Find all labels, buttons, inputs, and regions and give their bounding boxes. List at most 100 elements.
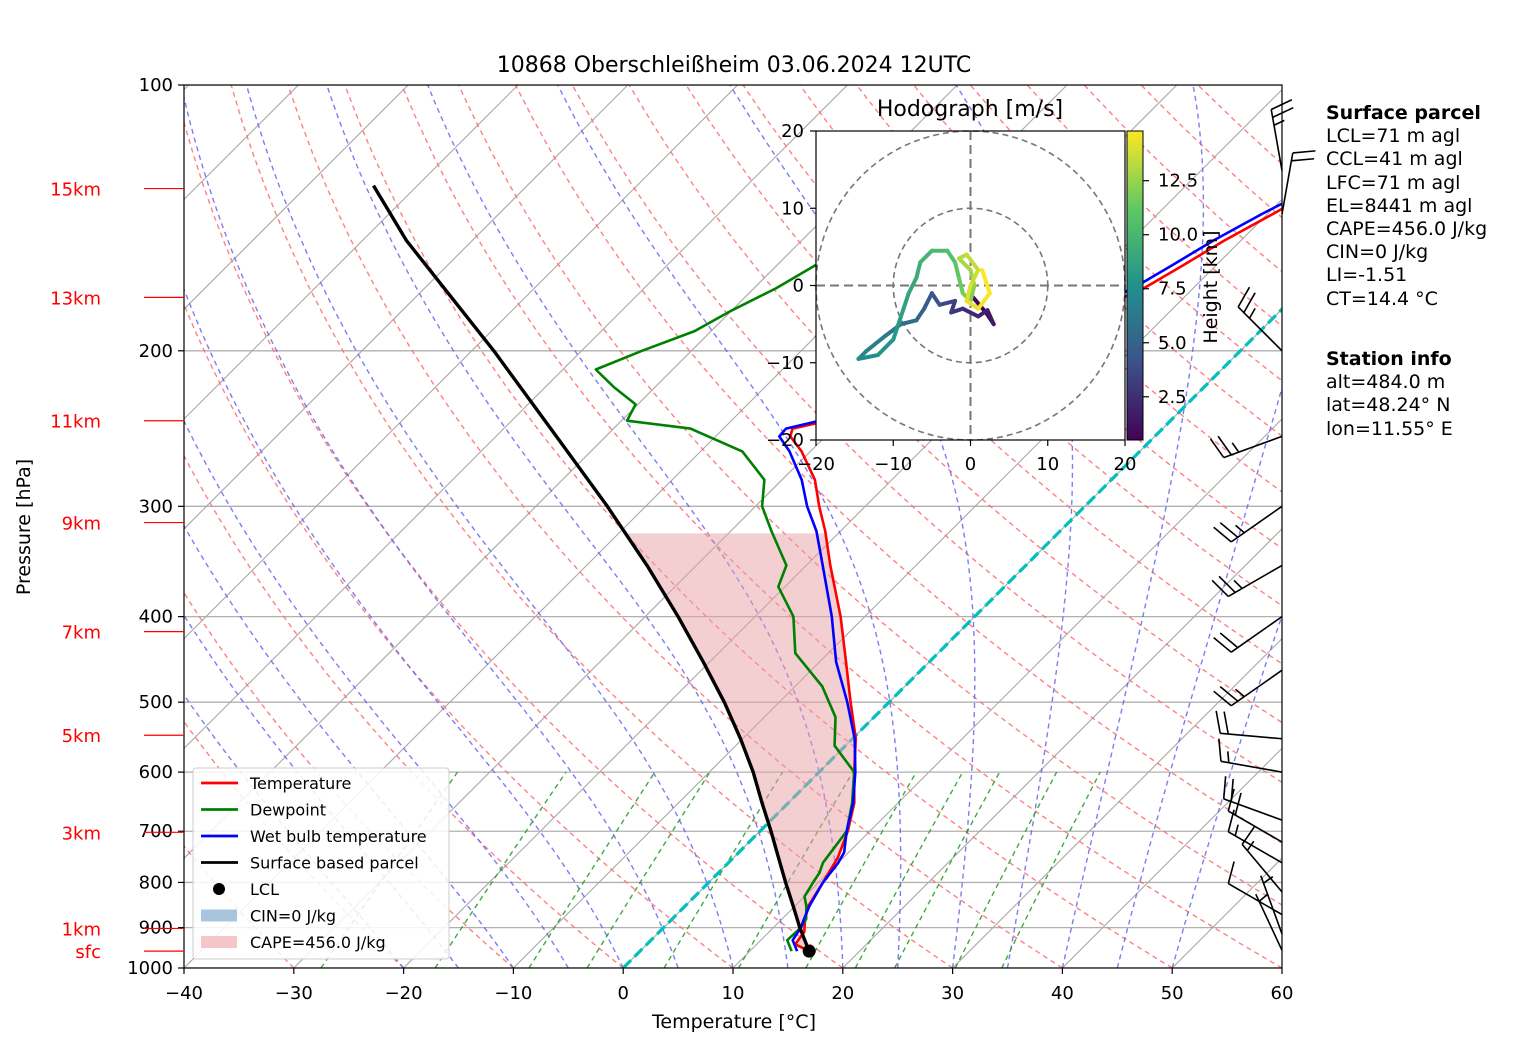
isotherm-gridline: [513, 198, 1282, 968]
x-tick-label: −10: [494, 983, 532, 1004]
mixing-ratio-line: [954, 771, 1058, 968]
height-label: 11km: [50, 412, 101, 433]
wind-barb-flag: [1218, 575, 1236, 593]
wind-barb-flag: [1235, 688, 1245, 698]
colorbar-tick-label: 5.0: [1158, 333, 1187, 354]
y-tick-label: 800: [139, 872, 173, 893]
dry-adiabat: [184, 454, 624, 968]
hodograph-segment: [875, 337, 896, 358]
hodograph-segment: [906, 275, 919, 296]
height-label: sfc: [75, 942, 101, 963]
hodograph-title: Hodograph [m/s]: [877, 97, 1063, 122]
hodograph-segment: [929, 291, 942, 307]
wind-barb-flag: [1226, 751, 1230, 763]
dry-adiabat: [856, 85, 1282, 493]
wind-barb-flag: [1234, 824, 1239, 836]
legend-swatch: [213, 883, 225, 895]
station-info-lat: lat=48.24° N: [1326, 394, 1451, 417]
colorbar-tick-label: 10.0: [1158, 225, 1198, 246]
mixing-ratio-line: [737, 771, 854, 968]
mixing-ratio-line: [1001, 771, 1101, 968]
wind-barb-staff: [1281, 152, 1294, 215]
height-label: 1km: [62, 919, 101, 940]
wind-barb-staff: [1220, 732, 1283, 740]
wind-barb-flag: [1223, 711, 1229, 735]
wind-barb-flag: [1270, 99, 1293, 111]
y-tick-label: 400: [139, 607, 173, 628]
isotherm-gridline: [842, 528, 1282, 968]
legend-label: Dewpoint: [250, 801, 326, 820]
station-info-alt: alt=484.0 m: [1326, 371, 1446, 394]
x-tick-label: −30: [275, 983, 313, 1004]
wind-barb-flag: [1237, 286, 1251, 308]
mixing-ratio-line: [586, 771, 711, 968]
surface-parcel-li: LI=-1.51: [1326, 264, 1408, 287]
isotherm-gridline: [732, 418, 1282, 968]
wind-barb-flag: [1215, 710, 1222, 734]
x-tick-label: 50: [1161, 983, 1184, 1004]
mixing-ratio-line: [663, 771, 784, 968]
wind-barb-staff: [1255, 893, 1283, 951]
moist-adiabat: [1116, 385, 1282, 968]
dry-adiabat: [514, 85, 1282, 844]
x-tick-label: 10: [722, 983, 745, 1004]
wind-barb-flag: [1273, 119, 1285, 126]
wind-barb-flag: [1243, 292, 1256, 314]
legend: Temperature Dewpoint Wet bulb temperature S…: [192, 767, 450, 960]
hodograph-y-tick-label: 0: [793, 276, 804, 297]
hodograph-x-tick-label: −20: [797, 454, 835, 475]
colorbar-label: Height [km]: [1200, 230, 1222, 343]
station-info-lon: lon=11.55° E: [1326, 417, 1453, 440]
cape-area: [625, 533, 856, 952]
isotherm-gridline: [184, 85, 629, 530]
dry-adiabat: [457, 85, 1282, 906]
wind-barb-staff: [1241, 843, 1283, 893]
mixing-ratio-line: [805, 771, 917, 968]
colorbar-tick-label: 2.5: [1158, 387, 1187, 408]
surface-parcel-lfc: LFC=71 m agl: [1326, 171, 1461, 194]
hodograph-segment: [891, 314, 903, 342]
hodograph-segment: [964, 298, 981, 311]
hodograph-segment: [960, 306, 981, 319]
hodograph-x-tick-label: 20: [1114, 454, 1137, 475]
hodograph-segment: [968, 268, 981, 288]
mixing-ratio-line: [528, 771, 656, 968]
legend-label: CIN=0 J/kg: [250, 907, 336, 926]
wind-barb-flag: [1248, 307, 1256, 319]
wind-barb-flag: [1222, 776, 1227, 799]
hodograph-frame: [815, 130, 1126, 441]
y-tick-label: 500: [139, 692, 173, 713]
x-axis-label: Temperature [°C]: [651, 1011, 816, 1033]
hodograph-segment: [937, 298, 958, 307]
hodograph-segment: [914, 306, 927, 323]
moist-adiabat: [326, 85, 789, 968]
lcl-marker: [802, 944, 816, 958]
x-tick-label: 30: [941, 983, 964, 1004]
wind-barb-staff: [1227, 882, 1283, 916]
wind-barb-flag: [1258, 893, 1269, 903]
moist-adiabat: [1061, 85, 1205, 968]
wind-barb-flag: [1218, 738, 1222, 762]
colorbar-tick-label: 7.5: [1158, 279, 1187, 300]
legend-label: Temperature: [249, 774, 351, 793]
isotherm-gridline: [184, 85, 738, 640]
wind-barb-flag: [1213, 636, 1232, 653]
wind-barb-staff: [1230, 669, 1283, 707]
dry-adiabat: [230, 85, 953, 968]
chart-title: 10868 Oberschleißheim 03.06.2024 12UTC: [497, 53, 972, 78]
colorbar-tick-label: 12.5: [1158, 171, 1198, 192]
isotherm-gridline: [184, 85, 519, 420]
dry-adiabat: [287, 85, 1063, 968]
x-tick-label: −20: [385, 983, 423, 1004]
wind-barb-flag: [1291, 157, 1315, 162]
hodograph-segment: [945, 248, 958, 265]
height-label: 3km: [62, 823, 101, 844]
hodograph-x-tick-label: 10: [1036, 454, 1059, 475]
isotherm-gridline: [184, 85, 409, 310]
hodograph-segment: [856, 353, 880, 361]
moist-adiabat: [184, 94, 679, 968]
hodograph-segment: [864, 333, 888, 354]
dry-adiabat: [401, 85, 1282, 968]
hodograph-segment: [898, 291, 911, 319]
wind-barb-staff: [1227, 810, 1283, 843]
